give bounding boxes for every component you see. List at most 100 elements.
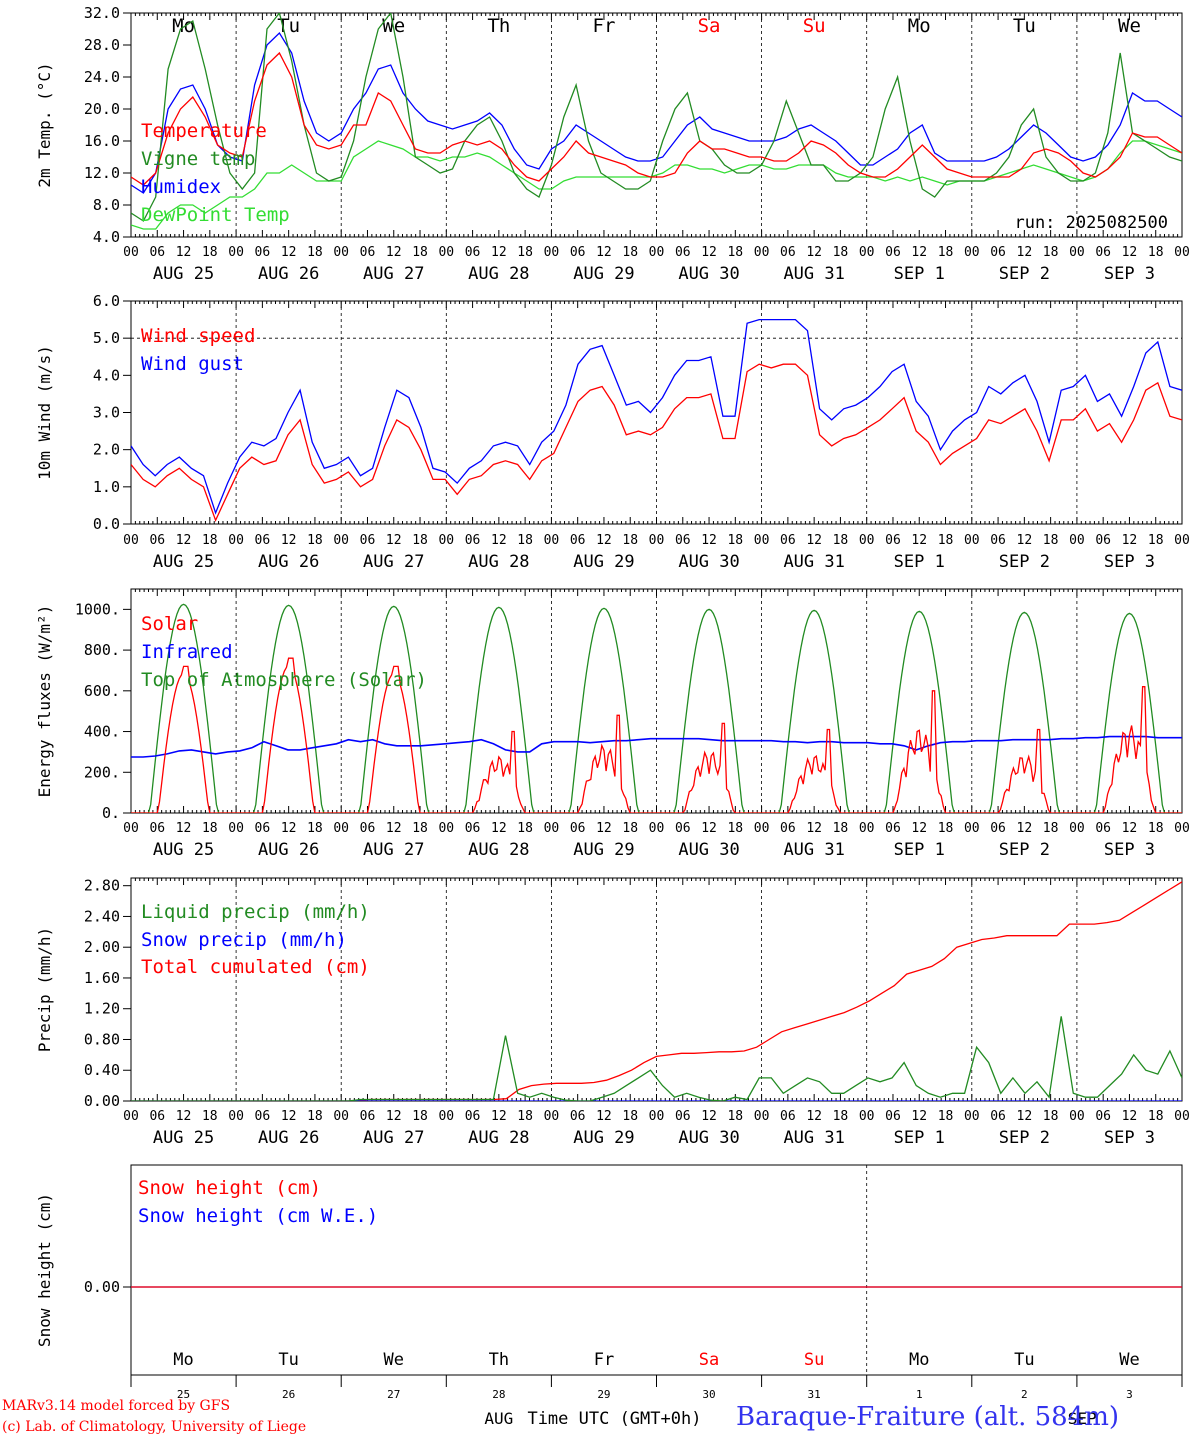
hour-tick-label: 12 — [1017, 533, 1033, 548]
hour-tick-label: 06 — [990, 533, 1006, 548]
weekday-label: Mo — [909, 1350, 929, 1370]
hour-tick-label: 18 — [412, 821, 428, 836]
weekday-label: Sa — [698, 15, 721, 37]
y-axis-label: Precip (mm/h) — [35, 927, 54, 1052]
hour-tick-label: 12 — [386, 821, 402, 836]
hour-tick-label: 12 — [1122, 1109, 1138, 1124]
weekday-label: Tu — [277, 15, 300, 37]
weekday-label: Su — [803, 15, 826, 37]
hour-tick-label: 06 — [360, 533, 376, 548]
hour-tick-label: 12 — [806, 245, 822, 260]
hour-tick-label: 00 — [1174, 245, 1190, 260]
weekday-label: Mo — [172, 15, 195, 37]
weekday-label: Mo — [908, 15, 931, 37]
hour-tick-label: 18 — [1148, 1109, 1164, 1124]
hour-tick-label: 00 — [1069, 533, 1085, 548]
hour-tick-label: 12 — [806, 821, 822, 836]
hour-tick-label: 00 — [123, 821, 139, 836]
hour-tick-label: 00 — [123, 245, 139, 260]
hour-tick-label: 12 — [911, 1109, 927, 1124]
hour-tick-label: 18 — [727, 1109, 743, 1124]
hour-tick-label: 00 — [544, 245, 560, 260]
date-label: AUG 26 — [258, 552, 319, 572]
hour-tick-label: 06 — [255, 533, 271, 548]
legend-entry: Wind speed — [141, 325, 255, 347]
month-label: SEP — [1068, 1409, 1097, 1428]
hour-tick-label: 12 — [176, 533, 192, 548]
date-label: SEP 1 — [894, 840, 945, 860]
date-label: SEP 2 — [999, 840, 1050, 860]
hour-tick-label: 18 — [307, 821, 323, 836]
hour-tick-label: 12 — [491, 245, 507, 260]
y-tick-label: 16.0 — [84, 132, 120, 150]
hour-tick-label: 06 — [149, 821, 165, 836]
series-line-wind-gust — [131, 318, 1182, 515]
hour-tick-label: 06 — [465, 821, 481, 836]
hour-tick-label: 00 — [1069, 821, 1085, 836]
hour-tick-label: 00 — [333, 1109, 349, 1124]
hour-tick-label: 06 — [675, 1109, 691, 1124]
hour-tick-label: 00 — [859, 533, 875, 548]
y-tick-label: 24.0 — [84, 68, 120, 86]
series-line-liquid-precip-mm-h — [131, 1016, 1182, 1101]
date-label: AUG 29 — [573, 264, 634, 284]
day-number-label: 25 — [177, 1388, 190, 1401]
series-line-top-of-atmosphere-solar — [131, 603, 1182, 813]
legend-entry: Snow height (cm W.E.) — [138, 1205, 378, 1227]
date-label: AUG 27 — [363, 552, 424, 572]
date-label: AUG 30 — [678, 840, 739, 860]
weekday-label: Fr — [594, 1350, 614, 1370]
date-label: AUG 31 — [783, 552, 844, 572]
legend-entry: Top of Atmosphere (Solar) — [141, 669, 427, 691]
day-number-label: 29 — [597, 1388, 610, 1401]
legend-entry: Total cumulated (cm) — [141, 956, 370, 978]
hour-tick-label: 00 — [859, 821, 875, 836]
hour-tick-label: 06 — [149, 245, 165, 260]
date-label: AUG 25 — [153, 840, 214, 860]
series-line-solar — [131, 657, 1182, 813]
y-axis-label: 2m Temp. (°C) — [35, 62, 54, 187]
hour-tick-label: 06 — [360, 245, 376, 260]
date-label: SEP 1 — [894, 552, 945, 572]
hour-tick-label: 12 — [386, 533, 402, 548]
weekday-label: Tu — [278, 1350, 298, 1370]
hour-tick-label: 06 — [780, 821, 796, 836]
date-label: AUG 29 — [573, 840, 634, 860]
legend-entry: Snow precip (mm/h) — [141, 929, 347, 951]
y-tick-label: 0.0 — [93, 515, 120, 533]
hour-tick-label: 18 — [412, 245, 428, 260]
hour-tick-label: 18 — [833, 821, 849, 836]
y-tick-label: 1.60 — [84, 969, 120, 987]
hour-tick-label: 00 — [333, 533, 349, 548]
y-tick-label: 0.40 — [84, 1061, 120, 1079]
hour-tick-label: 00 — [123, 533, 139, 548]
weekday-label: Th — [487, 15, 510, 37]
date-label: AUG 27 — [363, 264, 424, 284]
hour-tick-label: 18 — [202, 245, 218, 260]
hour-tick-label: 12 — [176, 821, 192, 836]
hour-tick-label: 18 — [202, 1109, 218, 1124]
date-label: SEP 2 — [999, 264, 1050, 284]
weekday-label: Fr — [593, 15, 616, 37]
weekday-label: We — [1118, 15, 1141, 37]
y-tick-label: 400. — [84, 723, 120, 741]
hour-tick-label: 18 — [307, 1109, 323, 1124]
hour-tick-label: 00 — [333, 821, 349, 836]
y-tick-label: 2.00 — [84, 938, 120, 956]
hour-tick-label: 12 — [176, 1109, 192, 1124]
hour-tick-label: 12 — [806, 533, 822, 548]
hour-tick-label: 00 — [964, 533, 980, 548]
hour-tick-label: 00 — [964, 821, 980, 836]
legend-entry: Infrared — [141, 641, 233, 663]
hour-tick-label: 06 — [885, 245, 901, 260]
hour-tick-label: 00 — [228, 821, 244, 836]
hour-tick-label: 12 — [911, 533, 927, 548]
hour-tick-label: 18 — [307, 533, 323, 548]
hour-tick-label: 18 — [517, 821, 533, 836]
hour-tick-label: 18 — [622, 821, 638, 836]
hour-tick-label: 00 — [438, 1109, 454, 1124]
day-number-label: 1 — [916, 1388, 923, 1401]
hour-tick-label: 00 — [964, 245, 980, 260]
hour-tick-label: 06 — [570, 821, 586, 836]
